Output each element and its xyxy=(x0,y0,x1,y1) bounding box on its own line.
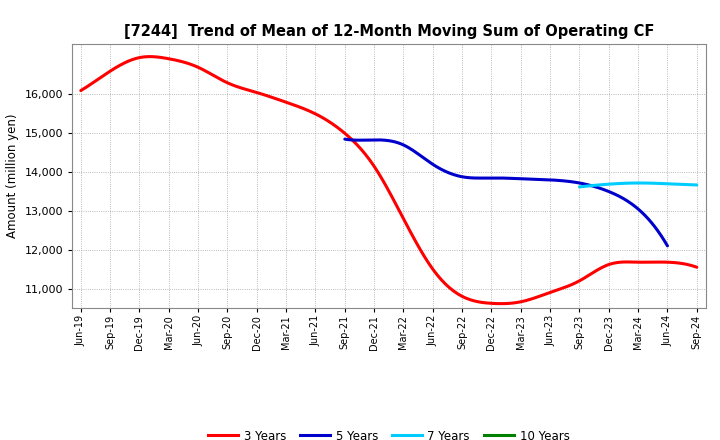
Legend: 3 Years, 5 Years, 7 Years, 10 Years: 3 Years, 5 Years, 7 Years, 10 Years xyxy=(204,425,574,440)
Title: [7244]  Trend of Mean of 12-Month Moving Sum of Operating CF: [7244] Trend of Mean of 12-Month Moving … xyxy=(124,24,654,39)
Y-axis label: Amount (million yen): Amount (million yen) xyxy=(6,114,19,238)
